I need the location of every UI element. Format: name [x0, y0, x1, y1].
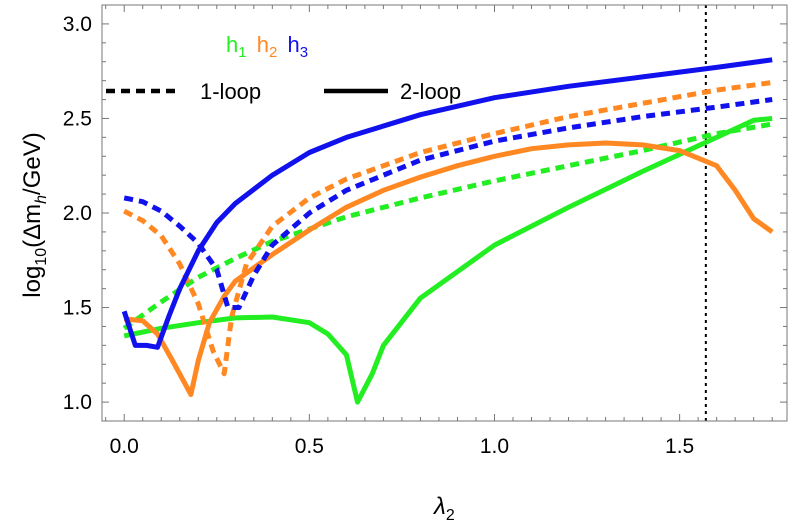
legend-host-3-sub: 3 — [300, 44, 308, 61]
legend-host-2: h — [257, 32, 269, 57]
x-tick-label: 0.0 — [110, 435, 139, 458]
series-line-h3-2-loop — [121, 57, 773, 350]
legend-1loop-label: 1-loop — [200, 79, 261, 104]
series-line-h2-1-loop — [123, 80, 773, 377]
y-tick-label: 1.0 — [63, 391, 92, 414]
x-axis-label: λ2 — [432, 493, 455, 524]
series-line-h3-1-loop — [123, 97, 773, 310]
y-tick-label: 3.0 — [63, 13, 92, 36]
y-tick-label: 2.0 — [63, 202, 92, 225]
axis-ticks: 0.0 0.5 1.0 1.5 1.0 1.5 2.0 2.5 3.0 — [63, 4, 787, 458]
x-tick-label: 1.0 — [480, 435, 509, 458]
legend-host-3: h — [287, 32, 299, 57]
legend-hosts: h1 h2 h3 — [226, 32, 308, 61]
x-tick-label: 0.5 — [295, 435, 324, 458]
legend-2loop-label: 2-loop — [400, 79, 461, 104]
x-tick-label: 1.5 — [665, 435, 694, 458]
legend-host-1: h — [226, 32, 238, 57]
series-layer — [121, 57, 774, 405]
series-line-h2-2-loop — [123, 140, 774, 397]
legend-host-2-sub: 2 — [269, 44, 277, 61]
y-tick-label: 1.5 — [63, 297, 92, 320]
y-tick-label: 2.5 — [63, 107, 92, 130]
series-line-h1-2-loop — [123, 116, 773, 405]
series-line-h1-1-loop — [122, 121, 773, 331]
y-axis-label: log10(Δmh/GeV) — [19, 132, 50, 297]
legend-host-1-sub: 1 — [238, 44, 246, 61]
legend: h1 h2 h3 1-loop 2-loop — [106, 32, 461, 104]
